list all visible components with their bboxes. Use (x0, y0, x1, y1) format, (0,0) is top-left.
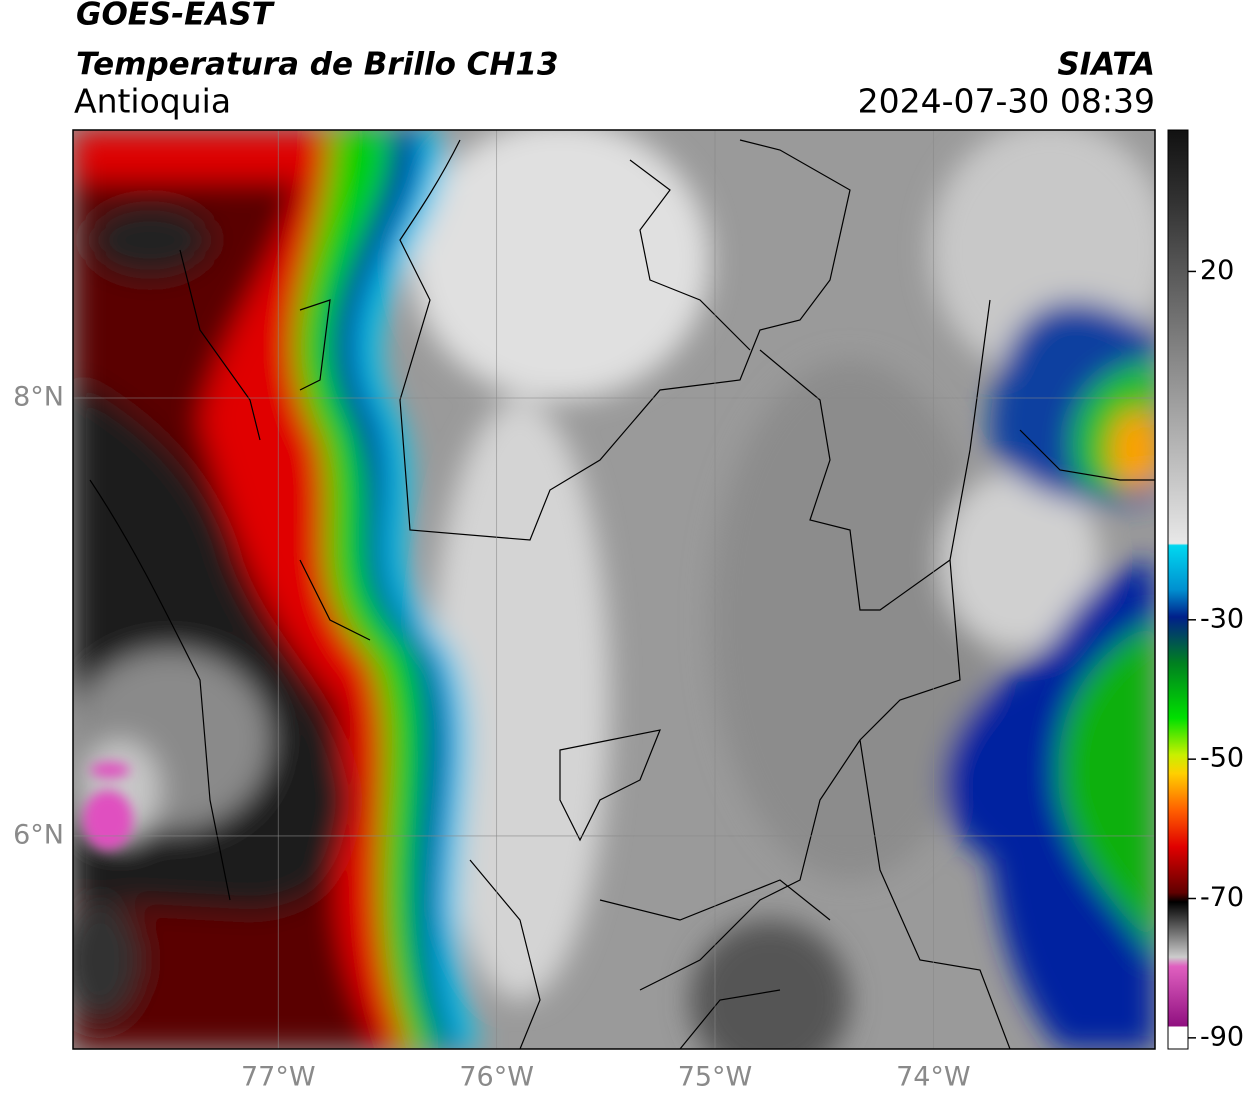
source: SIATA (1057, 47, 1155, 83)
lon-tick-label: 75°W (678, 1062, 753, 1093)
map-frame (72, 129, 1156, 1050)
lat-tick-label: 8°N (13, 382, 64, 413)
satellite-image (73, 130, 1155, 1049)
lon-tick-label: 77°W (241, 1062, 316, 1093)
subtitle: Temperatura de Brillo CH13 (76, 47, 559, 83)
colorbar-tick-label: -30 (1200, 603, 1244, 634)
region: Antioquia (74, 82, 231, 121)
colorbar (1167, 129, 1189, 1050)
title: GOES-EAST (76, 0, 276, 33)
datetime: 2024-07-30 08:39 (858, 82, 1155, 121)
colorbar-tick-label: 20 (1200, 255, 1234, 286)
colorbar-tick-label: -50 (1200, 743, 1244, 774)
lat-tick-label: 6°N (13, 819, 64, 850)
lon-tick-label: 76°W (459, 1062, 534, 1093)
colorbar-tick-label: -70 (1200, 882, 1244, 913)
lon-tick-label: 74°W (896, 1062, 971, 1093)
colorbar-tick-label: -90 (1200, 1021, 1244, 1052)
